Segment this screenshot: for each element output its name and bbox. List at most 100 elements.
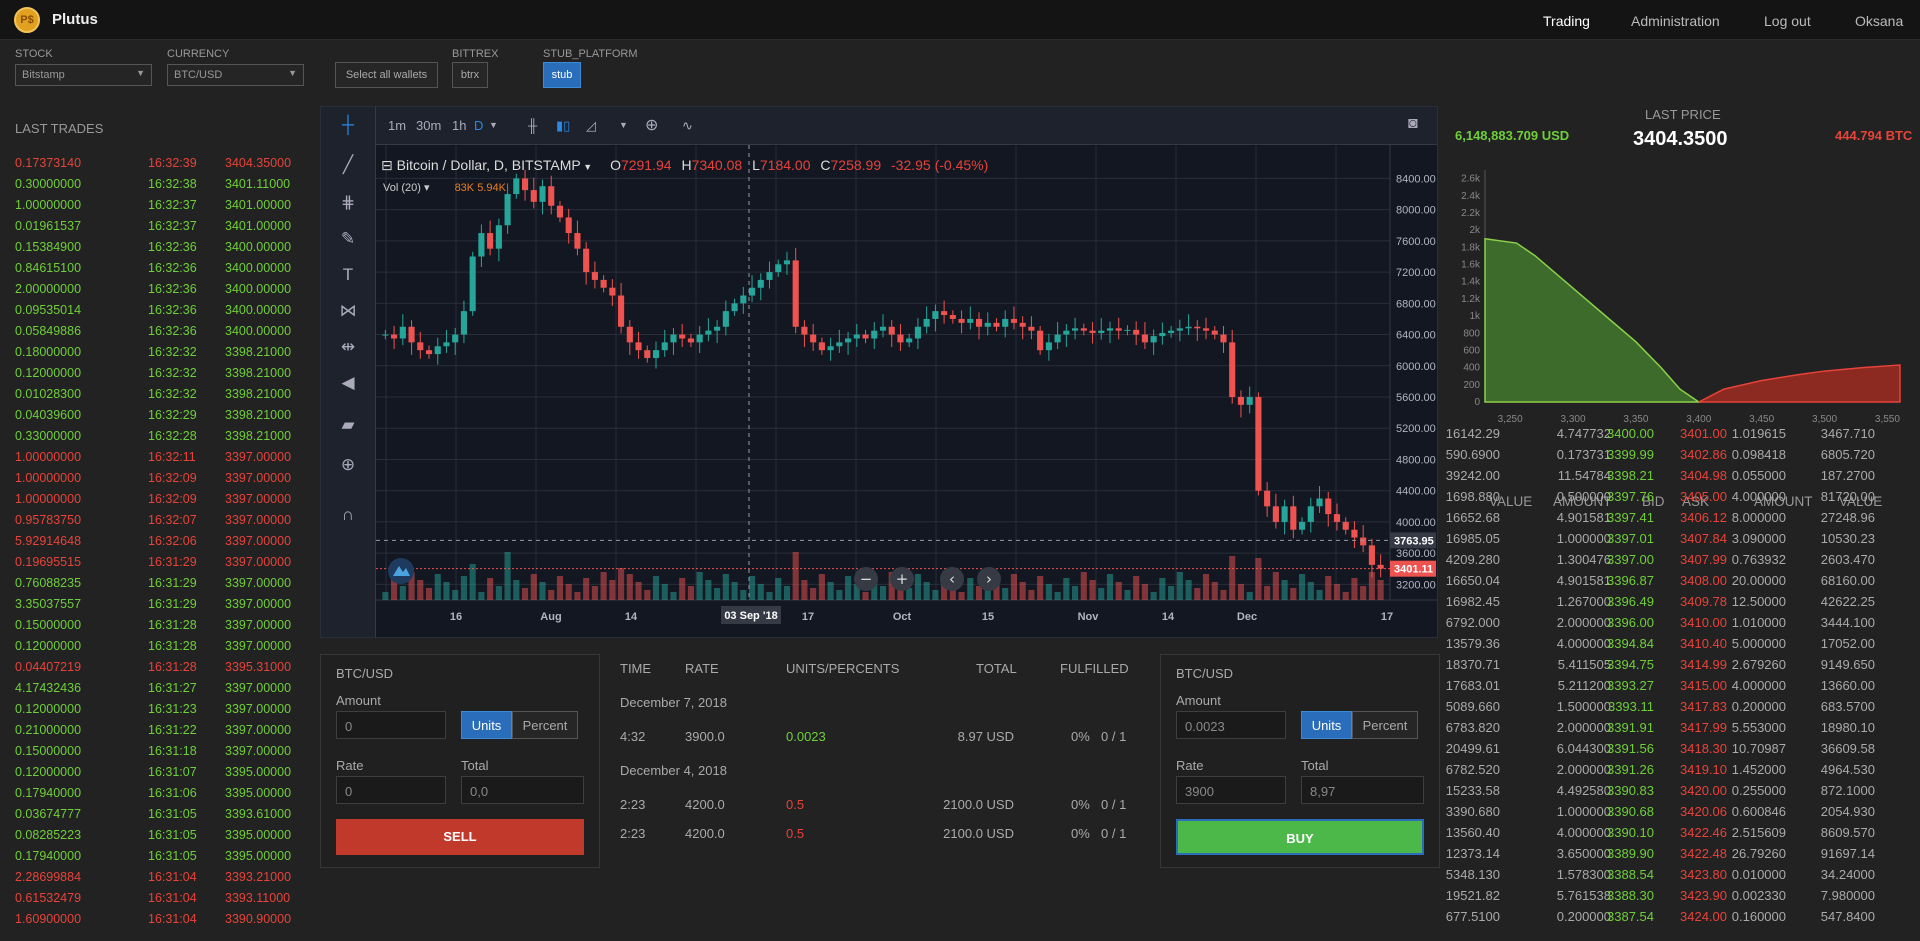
depth-chart[interactable]: 2.6k 2.4k 2.2k 2k 1.8k 1.6k 1.4k 1.2k 1k 800 600 40… bbox=[1440, 160, 1920, 470]
stub-button[interactable]: stub bbox=[543, 62, 581, 88]
volume-bar bbox=[1202, 574, 1210, 600]
add-indicator-icon[interactable]: ⊕ bbox=[645, 117, 659, 134]
chevron-down-icon[interactable]: ▼ bbox=[619, 120, 628, 130]
chevron-right-icon[interactable]: › bbox=[977, 567, 1001, 591]
time-tick: Aug bbox=[540, 611, 561, 623]
brush-icon[interactable]: ✎ bbox=[340, 229, 356, 248]
trade-amount: 1.00000000 bbox=[15, 492, 82, 506]
sell-total-input[interactable]: 0,0 bbox=[461, 776, 584, 804]
text-icon[interactable]: T bbox=[342, 265, 354, 284]
candlestick-canvas[interactable]: 8400.00 8000.00 7600.00 7200.00 6800.00 6400.… bbox=[376, 145, 1437, 637]
ask-price: 3420.06 bbox=[1680, 804, 1727, 819]
candle bbox=[530, 190, 537, 202]
bid-value: 3390.680 bbox=[1445, 804, 1500, 819]
candle bbox=[810, 334, 817, 343]
time-tick: 14 bbox=[1162, 611, 1175, 623]
stock-select[interactable]: Bitstamp ▼ bbox=[15, 64, 152, 86]
time-tick: Dec bbox=[1237, 611, 1257, 623]
nav-logout[interactable]: Log out bbox=[1764, 13, 1811, 29]
chevron-left-icon[interactable]: ‹ bbox=[940, 567, 964, 591]
tradingview-logo-icon[interactable] bbox=[388, 558, 414, 584]
indicators-icon[interactable]: ∿ bbox=[682, 118, 693, 133]
trade-time: 16:31:04 bbox=[148, 912, 197, 926]
order-units: 0.5 bbox=[786, 826, 805, 841]
candle bbox=[591, 272, 598, 280]
magnet-icon[interactable]: ∩ bbox=[341, 505, 355, 524]
btrx-button[interactable]: btrx bbox=[452, 62, 488, 88]
pitchfork-icon[interactable]: ⋕ bbox=[340, 193, 356, 212]
sell-button[interactable]: SELL bbox=[336, 819, 584, 855]
plutus-logo: P$ bbox=[14, 7, 40, 33]
area-style-icon[interactable]: ◿ bbox=[586, 118, 596, 133]
candle bbox=[434, 346, 441, 355]
nav-trading[interactable]: Trading bbox=[1543, 13, 1590, 29]
camera-icon[interactable]: ◙ bbox=[1408, 115, 1418, 132]
buy-rate-input[interactable]: 3900 bbox=[1176, 776, 1286, 804]
rate-label: Rate bbox=[336, 758, 364, 773]
volume-bar bbox=[1019, 582, 1026, 600]
back-arrow-icon[interactable]: ◀ bbox=[341, 373, 355, 392]
nav-administration[interactable]: Administration bbox=[1631, 13, 1720, 29]
candles-style-icon[interactable]: ▮▯ bbox=[556, 118, 571, 133]
sell-amount-input[interactable]: 0 bbox=[336, 711, 446, 739]
volume-bar bbox=[382, 592, 389, 600]
rate-label: Rate bbox=[1176, 758, 1204, 773]
trade-amount: 0.21000000 bbox=[15, 723, 82, 737]
currency-select[interactable]: BTC/USD ▼ bbox=[167, 64, 304, 86]
interval-d[interactable]: D bbox=[474, 118, 484, 133]
candle bbox=[495, 225, 502, 249]
prediction-icon[interactable]: ⇹ bbox=[340, 337, 356, 356]
candle bbox=[845, 338, 852, 343]
crosshair-icon[interactable]: ┼ bbox=[341, 115, 355, 134]
total-btc: 444.794 BTC bbox=[1835, 128, 1913, 143]
volume-bar bbox=[879, 586, 887, 600]
interval-1h[interactable]: 1h bbox=[452, 118, 467, 133]
volume-bar bbox=[670, 592, 677, 600]
bars-style-icon[interactable]: ╫ bbox=[528, 118, 538, 133]
bid-amount: 2.000000 bbox=[1556, 762, 1611, 777]
candle bbox=[1002, 318, 1009, 327]
interval-30m[interactable]: 30m bbox=[416, 118, 442, 133]
volume-bar bbox=[583, 578, 590, 600]
sell-rate-input[interactable]: 0 bbox=[336, 776, 446, 804]
buy-button[interactable]: BUY bbox=[1176, 819, 1424, 855]
collapse-icon[interactable]: ⊟ bbox=[381, 157, 393, 173]
trade-price: 3397.00000 bbox=[225, 471, 292, 485]
buy-percent-toggle[interactable]: Percent bbox=[1352, 711, 1418, 739]
ask-price: 3405.00 bbox=[1680, 489, 1727, 504]
sell-units-toggle[interactable]: Units bbox=[461, 711, 512, 739]
trendline-icon[interactable]: ╱ bbox=[342, 155, 354, 174]
bid-price: 3399.99 bbox=[1607, 447, 1654, 462]
chevron-down-icon[interactable]: ▼ bbox=[580, 162, 593, 172]
buy-units-toggle[interactable]: Units bbox=[1301, 711, 1352, 739]
zoom-icon[interactable]: ⊕ bbox=[340, 455, 356, 474]
ruler-icon[interactable]: ▰ bbox=[341, 415, 355, 434]
plus-icon[interactable]: + bbox=[890, 567, 914, 591]
trade-price: 3401.11000 bbox=[225, 177, 291, 191]
volume-bar bbox=[1281, 580, 1288, 600]
select-all-wallets-button[interactable]: Select all wallets bbox=[335, 62, 438, 88]
chevron-down-icon[interactable]: ▼ bbox=[489, 120, 498, 130]
buy-total-input[interactable]: 8,97 bbox=[1301, 776, 1424, 804]
crosshair-price-tag bbox=[1390, 532, 1436, 549]
volume-bar bbox=[1176, 572, 1183, 600]
sell-percent-toggle[interactable]: Percent bbox=[512, 711, 578, 739]
volume-bar bbox=[618, 568, 625, 600]
order-fulfilled: 0 / 1 bbox=[1101, 729, 1127, 744]
price-chart[interactable]: ┼ ╱ ⋕ ✎ T ⋈ ⇹ ◀ ▰ ⊕ ∩ 1m 30m 1h D ▼ ╫ ▮▯… bbox=[320, 106, 1438, 638]
last-price-value: 3404.3500 bbox=[1633, 128, 1728, 150]
buy-amount-input[interactable]: 0.0023 bbox=[1176, 711, 1286, 739]
interval-1m[interactable]: 1m bbox=[388, 118, 407, 133]
trade-amount: 0.17940000 bbox=[15, 849, 82, 863]
minus-icon[interactable]: − bbox=[854, 567, 878, 591]
candle bbox=[775, 264, 782, 273]
currency-label: CURRENCY bbox=[167, 48, 230, 60]
bid-value: 12373.14 bbox=[1445, 846, 1500, 861]
pattern-icon[interactable]: ⋈ bbox=[339, 301, 357, 320]
depth-y-tick: 2.2k bbox=[1461, 208, 1481, 219]
trade-amount: 0.95783750 bbox=[15, 513, 82, 527]
trade-amount: 0.08285223 bbox=[15, 828, 82, 842]
ask-value: 7.980000 bbox=[1820, 888, 1875, 903]
nav-user[interactable]: Oksana bbox=[1855, 13, 1904, 29]
volume-bar bbox=[1299, 574, 1306, 600]
